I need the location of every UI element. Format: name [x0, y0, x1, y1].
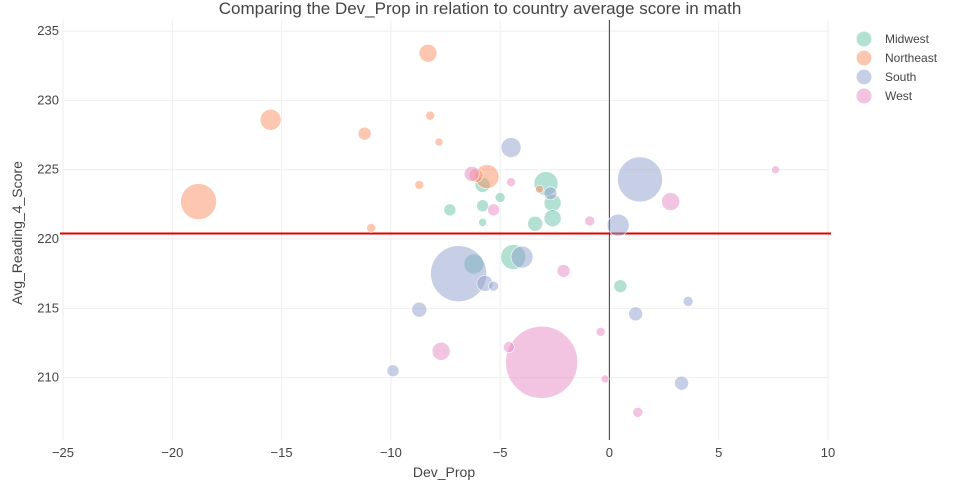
- data-point[interactable]: [500, 137, 522, 158]
- legend-item-northeast[interactable]: Northeast: [856, 50, 938, 66]
- legend-marker: [856, 50, 872, 66]
- series-west: [431, 165, 780, 418]
- data-point[interactable]: [584, 215, 596, 227]
- data-point[interactable]: [600, 374, 610, 384]
- y-tick-label: 210: [37, 370, 59, 385]
- legend-item-south[interactable]: South: [856, 69, 917, 85]
- legend-marker: [856, 31, 872, 47]
- data-point[interactable]: [487, 203, 500, 217]
- data-point[interactable]: [414, 180, 425, 190]
- grid-layer: [62, 20, 829, 440]
- data-point[interactable]: [613, 279, 628, 293]
- data-point[interactable]: [259, 109, 282, 131]
- x-tick-label: −20: [161, 445, 183, 460]
- y-tick-label: 225: [37, 162, 59, 177]
- legend-item-midwest[interactable]: Midwest: [856, 31, 930, 47]
- legend-label: Midwest: [885, 32, 930, 46]
- data-point[interactable]: [771, 165, 780, 175]
- y-tick-label: 230: [37, 92, 59, 107]
- data-point[interactable]: [357, 126, 372, 141]
- data-point[interactable]: [617, 156, 663, 203]
- x-tick-label: 10: [821, 445, 835, 460]
- data-point[interactable]: [632, 406, 644, 418]
- data-point[interactable]: [476, 199, 489, 213]
- x-tick-label: 5: [715, 445, 722, 460]
- x-axis-title: Dev_Prop: [413, 464, 475, 480]
- x-tick-label: −15: [271, 445, 293, 460]
- y-tick-label: 235: [37, 23, 59, 38]
- data-point[interactable]: [431, 341, 451, 361]
- data-point[interactable]: [595, 327, 606, 337]
- data-point[interactable]: [430, 245, 487, 302]
- data-point[interactable]: [411, 301, 428, 318]
- data-point[interactable]: [661, 192, 680, 211]
- data-point[interactable]: [510, 245, 534, 269]
- data-point[interactable]: [505, 326, 578, 399]
- data-point[interactable]: [535, 184, 544, 194]
- legend-marker: [856, 88, 872, 104]
- data-point[interactable]: [543, 209, 562, 228]
- y-tick-label: 215: [37, 300, 59, 315]
- data-point[interactable]: [434, 137, 444, 147]
- x-tick-label: −25: [52, 445, 74, 460]
- legend[interactable]: Midwest Northeast South West: [856, 31, 938, 104]
- data-points: [180, 43, 780, 418]
- reference-lines: [60, 20, 831, 440]
- data-point[interactable]: [425, 110, 436, 121]
- data-point[interactable]: [527, 215, 543, 232]
- data-point[interactable]: [366, 223, 376, 233]
- data-point[interactable]: [506, 177, 516, 187]
- data-point[interactable]: [443, 203, 457, 217]
- data-point[interactable]: [543, 186, 558, 201]
- data-point[interactable]: [180, 183, 217, 220]
- x-tick-label: 0: [606, 445, 613, 460]
- legend-marker: [856, 69, 872, 85]
- legend-label: South: [885, 70, 916, 84]
- series-northeast: [180, 43, 544, 233]
- axis-ticks: −25 −20 −15 −10 −5 0 5 10 210 215 220 225 230 235: [37, 23, 835, 460]
- x-tick-label: −10: [380, 445, 402, 460]
- data-point[interactable]: [386, 364, 400, 377]
- y-tick-label: 220: [37, 231, 59, 246]
- data-point[interactable]: [628, 306, 643, 322]
- data-point[interactable]: [682, 296, 694, 307]
- data-point[interactable]: [463, 166, 480, 182]
- legend-item-west[interactable]: West: [856, 88, 913, 104]
- legend-label: Northeast: [885, 51, 938, 65]
- legend-label: West: [885, 89, 913, 103]
- x-tick-label: −5: [493, 445, 508, 460]
- data-point[interactable]: [478, 218, 487, 227]
- chart-title: Comparing the Dev_Prop in relation to co…: [219, 0, 742, 18]
- data-point[interactable]: [494, 192, 506, 203]
- data-point[interactable]: [503, 341, 515, 353]
- y-axis-title: Avg_Reading_4_Score: [9, 161, 25, 305]
- data-point[interactable]: [418, 43, 438, 63]
- data-point[interactable]: [674, 375, 689, 391]
- series-south: [386, 137, 694, 391]
- data-point[interactable]: [556, 264, 571, 278]
- data-point[interactable]: [606, 213, 630, 237]
- data-point[interactable]: [488, 280, 499, 292]
